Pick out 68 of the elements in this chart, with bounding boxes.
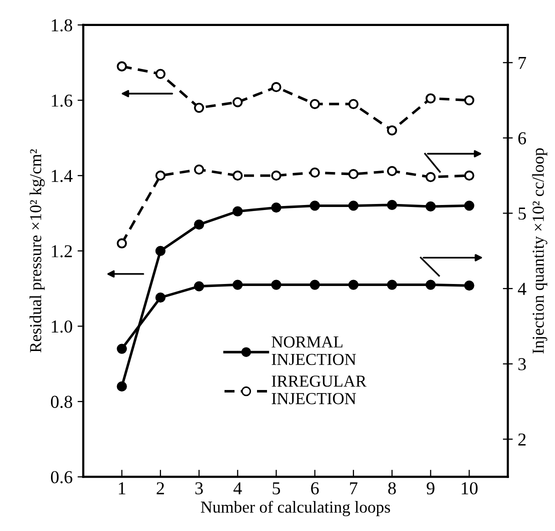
point <box>271 170 282 181</box>
y-tick-label: 1.8 <box>52 19 72 32</box>
y2-axis-title: Injection quantity ×10² cc/loop <box>532 148 548 354</box>
point <box>155 292 166 303</box>
point <box>116 381 127 392</box>
point <box>232 206 243 216</box>
y2-tick-label: 3 <box>518 358 526 370</box>
point <box>386 280 398 290</box>
y2-tick-label: 7 <box>518 57 526 69</box>
point <box>194 102 204 113</box>
y-tick-label: 1.2 <box>52 245 72 258</box>
legend-label: IRREGULAR INJECTION <box>272 376 367 404</box>
point <box>271 82 282 92</box>
point <box>194 281 204 292</box>
x-tick-label: 4 <box>233 482 242 494</box>
point <box>386 166 398 176</box>
x-tick-label: 8 <box>388 482 396 494</box>
y-tick-label: 1.6 <box>52 94 72 107</box>
x-axis-title: Number of calculating loops <box>200 500 390 516</box>
x-tick-label: 9 <box>426 482 434 494</box>
point <box>310 98 320 110</box>
point <box>155 68 166 79</box>
x-tick-label: 7 <box>350 482 358 494</box>
x-tick-label: 3 <box>195 482 203 494</box>
x-tick-label: 1 <box>118 482 126 494</box>
legend-label: NORMAL INJECTION <box>272 336 356 366</box>
point <box>271 202 282 213</box>
x-tick-label: 2 <box>156 482 164 494</box>
point <box>426 280 436 290</box>
point <box>116 238 127 248</box>
y2-tick-label: 6 <box>518 132 526 144</box>
point <box>464 170 474 181</box>
point <box>348 98 359 110</box>
y-tick-label: 0.8 <box>50 396 72 408</box>
point <box>386 200 398 210</box>
y2-tick-label: 4 <box>518 282 526 295</box>
x-tick-label: 5 <box>272 482 280 494</box>
point <box>271 280 282 290</box>
x-tick-label: 6 <box>311 482 319 494</box>
point <box>310 280 320 290</box>
point <box>194 164 204 175</box>
point <box>310 168 320 178</box>
point <box>155 170 166 181</box>
point <box>232 280 243 290</box>
y-tick-label: 1.0 <box>52 320 72 333</box>
point <box>116 61 127 72</box>
point <box>464 200 474 211</box>
y2-tick-label: 5 <box>518 208 526 220</box>
point <box>464 95 474 106</box>
point <box>194 219 204 230</box>
point <box>464 280 474 291</box>
point <box>155 246 166 256</box>
point <box>348 280 359 290</box>
point <box>426 93 436 104</box>
point <box>426 201 436 212</box>
point <box>232 170 243 181</box>
point <box>386 125 398 136</box>
point <box>426 172 436 182</box>
y-tick-label: 1.4 <box>52 170 73 182</box>
y-axis-title: Residual pressure ×10² kg/cm² <box>30 149 45 352</box>
point <box>348 169 359 180</box>
point <box>348 200 359 211</box>
point <box>232 97 243 108</box>
y-tick-label: 0.6 <box>50 471 72 484</box>
x-tick-label: 10 <box>462 482 478 494</box>
y2-tick-label: 2 <box>518 433 526 446</box>
point <box>310 200 320 211</box>
point <box>116 344 127 354</box>
